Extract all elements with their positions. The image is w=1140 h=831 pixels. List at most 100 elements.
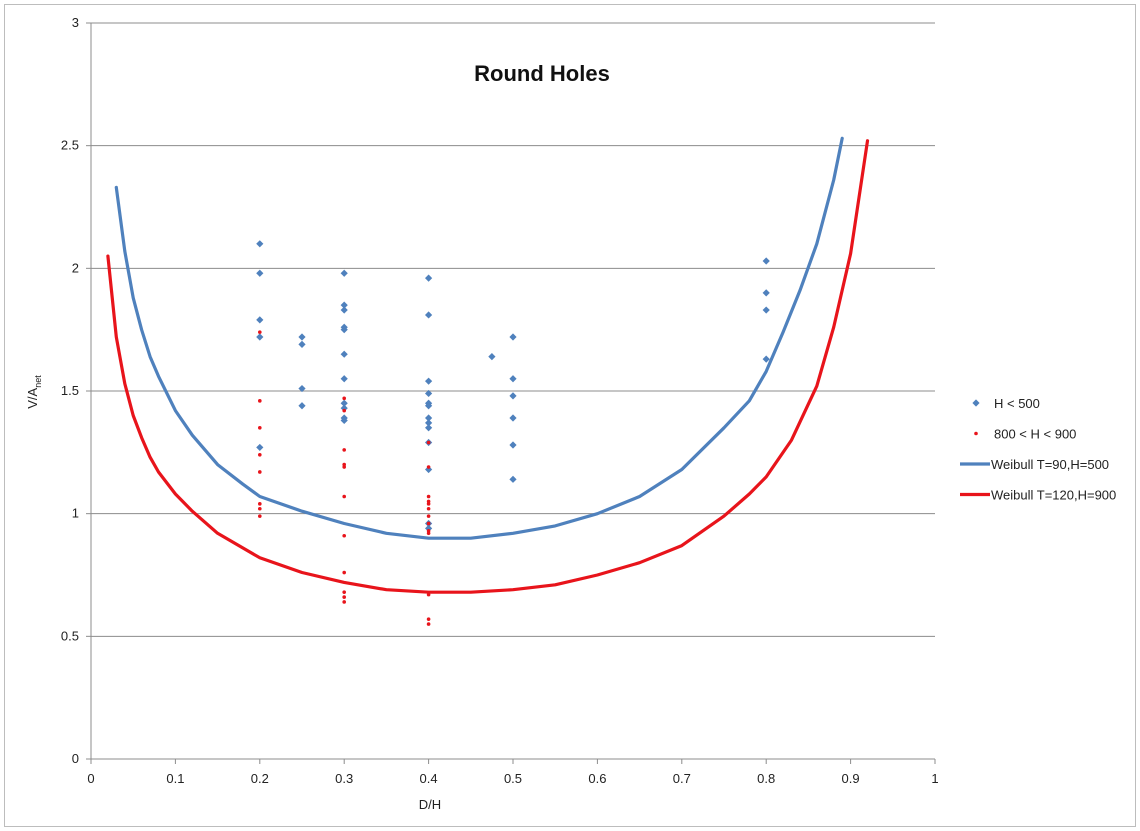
- chart-title: Round Holes: [474, 61, 610, 86]
- data-point-h-lt-500: [298, 384, 306, 393]
- data-point-h-lt-500: [762, 306, 770, 314]
- data-point-h-lt-500: [509, 333, 517, 341]
- data-point-h-lt-500: [425, 377, 433, 385]
- data-point-h-800-900: [426, 514, 431, 518]
- series-line-2: [114, 136, 844, 540]
- data-point-h-800-900: [342, 533, 347, 538]
- data-point-h-lt-500: [256, 333, 264, 341]
- data-point-h-lt-500: [509, 414, 517, 422]
- y-tick-label: 1.5: [61, 383, 79, 398]
- x-tick-label: 0.6: [588, 771, 606, 786]
- data-point-h-800-900: [426, 592, 431, 597]
- data-point-h-lt-500: [425, 389, 433, 398]
- data-point-h-lt-500: [425, 311, 433, 319]
- data-point-h-800-900: [426, 440, 431, 445]
- data-point-h-800-900: [426, 531, 431, 536]
- x-tick-label: 0.1: [166, 771, 184, 786]
- plot-area: [106, 136, 870, 626]
- data-point-h-800-900: [258, 506, 262, 511]
- y-tick-label: 1: [72, 506, 79, 521]
- data-point-h-lt-500: [425, 274, 433, 282]
- x-tick-label: 0.8: [757, 771, 775, 786]
- data-point-h-lt-500: [425, 465, 433, 474]
- series-line-3: [106, 139, 870, 594]
- data-point-h-800-900: [426, 502, 431, 506]
- data-point-h-lt-500: [509, 375, 517, 383]
- data-point-h-lt-500: [340, 350, 348, 358]
- legend-marker-1: [974, 431, 978, 436]
- data-point-h-lt-500: [340, 326, 348, 334]
- y-axis-title: V/Anet: [25, 375, 43, 409]
- legend-marker-0: [972, 399, 980, 407]
- data-point-h-800-900: [258, 399, 262, 403]
- x-tick-label: 0.4: [420, 771, 438, 786]
- data-point-h-lt-500: [298, 340, 306, 348]
- data-point-h-lt-500: [340, 269, 348, 277]
- legend: H < 500 800 < H < 900 Weibull T=90,H=500 We…: [960, 396, 1116, 503]
- data-point-h-lt-500: [488, 353, 496, 361]
- data-point-h-lt-500: [509, 441, 517, 449]
- data-point-h-800-900: [426, 506, 431, 511]
- data-point-h-lt-500: [340, 404, 348, 412]
- data-point-h-lt-500: [340, 306, 348, 314]
- data-point-h-800-900: [258, 426, 262, 430]
- data-point-h-800-900: [342, 595, 347, 599]
- data-point-h-800-900: [426, 521, 431, 526]
- data-point-h-800-900: [342, 570, 347, 575]
- axes: 0 0.5 1 1.5 2 2.5 3 0 0.1 0.2 0.3 0.4 0.5 0.6 0.7 0.8 0.…: [61, 15, 939, 786]
- data-point-h-800-900: [342, 408, 347, 413]
- y-tick-label: 0: [72, 751, 79, 766]
- x-tick-label: 0.7: [673, 771, 691, 786]
- data-point-h-lt-500: [256, 316, 264, 324]
- legend-label-3: Weibull T=120,H=900: [991, 488, 1116, 503]
- data-point-h-800-900: [258, 514, 262, 518]
- x-tick-label: 1: [931, 771, 938, 786]
- x-axis-title: D/H: [419, 797, 441, 812]
- data-point-h-lt-500: [298, 402, 306, 410]
- chart: 0 0.5 1 1.5 2 2.5 3 0 0.1 0.2 0.3 0.4 0.5 0.6 0.7 0.8 0.…: [25, 15, 1116, 812]
- data-point-h-800-900: [258, 470, 262, 474]
- data-point-h-lt-500: [340, 375, 348, 383]
- data-point-h-lt-500: [340, 399, 348, 407]
- data-point-h-800-900: [342, 448, 347, 452]
- data-point-h-800-900: [258, 502, 262, 506]
- y-axis-title-main: V/A: [25, 387, 40, 408]
- data-point-h-lt-500: [762, 257, 770, 265]
- data-point-h-800-900: [426, 622, 431, 626]
- y-tick-label: 2.5: [61, 138, 79, 153]
- legend-label-0: H < 500: [994, 396, 1040, 411]
- data-point-h-lt-500: [340, 416, 348, 425]
- data-point-h-lt-500: [509, 475, 517, 483]
- data-point-h-lt-500: [425, 419, 433, 427]
- x-tick-label: 0.9: [842, 771, 860, 786]
- data-point-h-800-900: [426, 617, 431, 621]
- x-tick-label: 0.5: [504, 771, 522, 786]
- data-point-h-lt-500: [425, 524, 433, 532]
- data-point-h-800-900: [342, 465, 347, 469]
- data-point-h-lt-500: [425, 402, 433, 410]
- y-tick-label: 3: [72, 15, 79, 30]
- x-tick-label: 0: [87, 771, 94, 786]
- data-point-h-lt-500: [425, 424, 433, 432]
- x-tick-label: 0.2: [251, 771, 269, 786]
- data-point-h-800-900: [342, 494, 347, 499]
- data-point-h-lt-500: [256, 443, 264, 452]
- data-point-h-lt-500: [256, 269, 264, 277]
- data-point-h-lt-500: [762, 355, 770, 363]
- data-point-h-800-900: [342, 590, 347, 594]
- chart-frame: 0 0.5 1 1.5 2 2.5 3 0 0.1 0.2 0.3 0.4 0.5 0.6 0.7 0.8 0.…: [4, 4, 1136, 827]
- data-point-h-800-900: [342, 396, 347, 401]
- data-point-h-800-900: [426, 494, 431, 499]
- data-point-h-lt-500: [425, 414, 433, 422]
- x-tick-label: 0.3: [335, 771, 353, 786]
- data-point-h-800-900: [258, 330, 262, 334]
- legend-label-1: 800 < H < 900: [994, 427, 1076, 442]
- data-point-h-800-900: [426, 465, 431, 469]
- data-point-h-lt-500: [340, 301, 348, 309]
- data-point-h-lt-500: [509, 392, 517, 400]
- y-tick-label: 0.5: [61, 628, 79, 643]
- gridlines: [91, 22, 935, 637]
- data-point-h-800-900: [342, 600, 347, 604]
- data-point-h-800-900: [258, 452, 262, 457]
- data-point-h-lt-500: [298, 333, 306, 341]
